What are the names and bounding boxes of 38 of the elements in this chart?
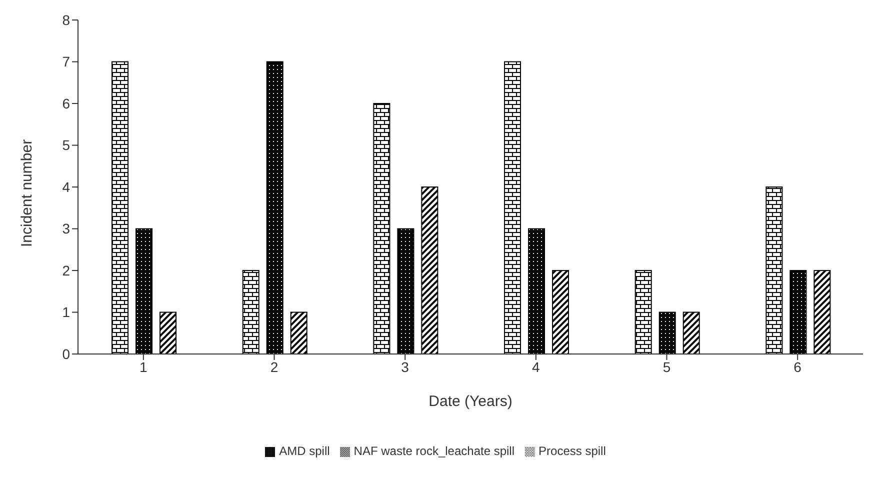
legend-label: NAF waste rock_leachate spill — [354, 444, 515, 458]
bar — [552, 270, 570, 354]
y-tick-label: 4 — [62, 178, 70, 195]
y-tick-label: 7 — [62, 54, 70, 70]
y-tick-label: 3 — [62, 220, 70, 237]
bar — [658, 312, 676, 354]
bar — [397, 228, 414, 354]
bar — [421, 186, 438, 354]
bar — [112, 61, 129, 354]
bar — [528, 228, 546, 354]
legend-label: AMD spill — [279, 444, 330, 458]
x-axis-title: Date (Years) — [428, 393, 512, 410]
bar — [814, 270, 831, 354]
bar — [634, 270, 652, 354]
x-tick-label: 2 — [270, 358, 278, 375]
y-tick-label: 5 — [62, 137, 70, 154]
bar — [290, 312, 308, 354]
bar — [373, 103, 390, 354]
legend-label: Process spill — [538, 444, 606, 458]
bar — [766, 186, 783, 354]
x-tick-label: 4 — [532, 358, 540, 375]
bar — [266, 61, 284, 354]
x-tick-label: 1 — [140, 358, 148, 375]
y-tick-label: 2 — [62, 262, 70, 278]
x-tick-label: 6 — [794, 358, 802, 375]
y-tick-label: 0 — [62, 346, 70, 362]
x-tick-label: 5 — [662, 358, 671, 375]
bar — [504, 61, 522, 354]
y-tick-label: 6 — [62, 95, 70, 112]
y-tick-label: 8 — [62, 12, 70, 28]
bar — [160, 312, 177, 354]
x-tick-label: 3 — [401, 358, 410, 375]
bar — [790, 270, 807, 354]
bar — [682, 312, 700, 354]
bar — [242, 270, 260, 354]
bar — [136, 228, 153, 354]
y-tick-label: 1 — [62, 304, 70, 320]
y-axis-title: Incident number — [18, 139, 36, 247]
